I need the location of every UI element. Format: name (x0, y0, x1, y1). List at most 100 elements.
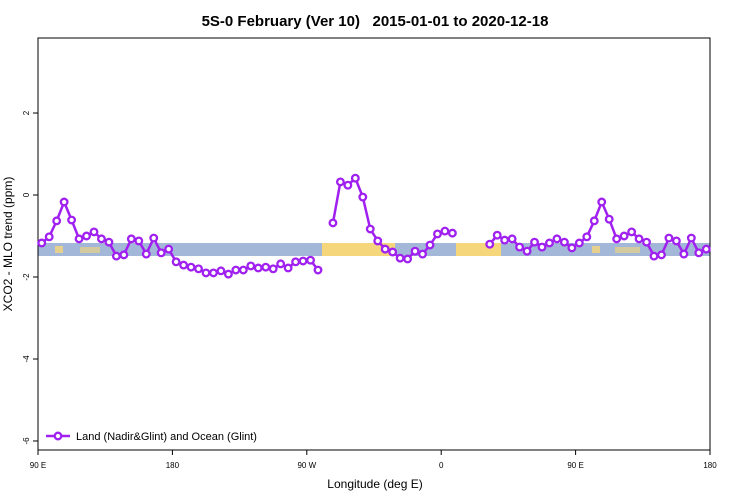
data-point (627, 227, 637, 237)
data-point (141, 249, 151, 259)
data-point (403, 254, 413, 264)
data-point (388, 247, 398, 257)
data-point (74, 234, 84, 244)
y-tick-label: -6 (22, 437, 31, 445)
data-point (82, 231, 91, 241)
data-point (350, 173, 360, 183)
data-point (268, 264, 278, 274)
y-axis-label: XCO2 - MLO trend (ppm) (1, 177, 15, 312)
data-point (425, 240, 435, 250)
data-point (194, 264, 203, 274)
x-tick-label: 180 (703, 461, 717, 470)
data-point (373, 236, 383, 246)
data-point (253, 263, 263, 273)
data-point (537, 242, 547, 252)
data-point (649, 251, 659, 261)
data-point (313, 265, 323, 275)
data-point (545, 238, 554, 248)
x-axis-label: Longitude (deg E) (327, 477, 422, 491)
data-point (104, 237, 114, 247)
x-tick-label: 0 (439, 461, 444, 470)
data-point (134, 236, 144, 246)
data-point (164, 244, 174, 254)
data-point (671, 236, 681, 246)
legend-marker (53, 431, 63, 441)
data-point (447, 228, 457, 238)
data-point (126, 234, 136, 244)
data-point (612, 234, 622, 244)
data-point (567, 243, 577, 253)
legend-label: Land (Nadir&Glint) and Ocean (Glint) (76, 431, 257, 443)
data-point (298, 256, 308, 266)
data-point (231, 265, 241, 275)
data-point (507, 234, 517, 244)
x-tick-label: 90 W (297, 461, 316, 470)
y-tick-label: 0 (22, 192, 31, 197)
data-point (119, 250, 129, 260)
data-point (283, 263, 293, 273)
data-point (485, 239, 495, 249)
data-point (149, 233, 159, 243)
data-point (701, 244, 711, 254)
data-point (642, 237, 651, 247)
data-point (686, 233, 696, 243)
data-point (97, 234, 106, 244)
data-point (89, 227, 99, 237)
data-point (156, 248, 166, 258)
data-point (59, 197, 69, 207)
y-tick-label: -2 (22, 273, 31, 281)
data-point (418, 249, 427, 259)
data-point (433, 229, 442, 239)
data-point (380, 244, 390, 254)
data-point (559, 237, 569, 247)
data-point (589, 216, 599, 226)
data-point (37, 238, 47, 248)
data-point (186, 262, 196, 272)
data-point (440, 226, 450, 236)
data-point (291, 257, 301, 267)
data-point (335, 177, 345, 187)
data-point (582, 232, 592, 242)
data-point (634, 234, 644, 244)
data-point (395, 253, 405, 263)
data-point (679, 249, 689, 259)
data-point (67, 215, 77, 225)
data-point (522, 246, 532, 256)
data-point (238, 265, 248, 275)
data-point (44, 232, 54, 242)
land-strip (592, 246, 600, 253)
data-point (515, 242, 525, 252)
data-point (246, 261, 256, 271)
data-point (276, 259, 286, 269)
data-point (694, 248, 704, 258)
data-point (179, 260, 189, 270)
data-point (111, 251, 121, 261)
land-strip (55, 246, 63, 253)
chart-title: 5S-0 February (Ver 10) 2015-01-01 to 202… (202, 13, 549, 30)
data-point (604, 214, 614, 224)
data-point (343, 180, 353, 190)
data-point (52, 216, 62, 226)
data-point (597, 197, 607, 207)
data-point (328, 218, 338, 228)
y-tick-label: -4 (22, 355, 31, 363)
data-point (261, 262, 271, 272)
data-point (619, 231, 629, 241)
data-point (574, 238, 584, 248)
data-point (492, 230, 502, 240)
data-point (664, 233, 674, 243)
data-point (223, 269, 233, 279)
data-point (358, 192, 368, 202)
data-point (171, 257, 181, 267)
land-strip (456, 243, 501, 256)
x-tick-label: 90 E (567, 461, 583, 470)
data-point (209, 268, 218, 278)
x-tick-label: 180 (166, 461, 180, 470)
land-strip (615, 247, 640, 253)
x-tick-label: 90 E (30, 461, 46, 470)
data-point (216, 266, 226, 276)
data-point (530, 237, 539, 247)
land-strip (80, 247, 100, 253)
